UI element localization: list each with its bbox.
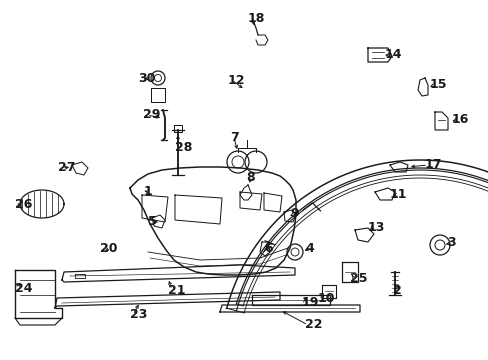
Text: 9: 9 — [289, 207, 298, 220]
Text: 2: 2 — [392, 284, 401, 297]
Text: 13: 13 — [367, 221, 385, 234]
Text: 27: 27 — [58, 162, 75, 175]
Text: 30: 30 — [138, 72, 155, 85]
Text: 22: 22 — [305, 319, 322, 332]
Text: 7: 7 — [229, 131, 238, 144]
Text: 5: 5 — [148, 216, 157, 229]
Text: 16: 16 — [451, 113, 468, 126]
Text: 18: 18 — [247, 12, 265, 24]
Text: 29: 29 — [142, 108, 160, 121]
Text: 24: 24 — [15, 282, 32, 294]
Text: 14: 14 — [384, 49, 402, 62]
Text: 28: 28 — [175, 141, 192, 154]
Text: 4: 4 — [305, 242, 313, 255]
Text: 26: 26 — [15, 198, 32, 211]
Text: 17: 17 — [424, 158, 442, 171]
Text: 15: 15 — [429, 78, 447, 91]
Text: 10: 10 — [317, 292, 335, 305]
Text: 21: 21 — [168, 284, 185, 297]
Text: 3: 3 — [446, 237, 455, 249]
Text: 19: 19 — [302, 296, 319, 309]
Text: 1: 1 — [143, 185, 152, 198]
Text: 6: 6 — [264, 242, 272, 255]
Text: 12: 12 — [227, 73, 245, 86]
Text: 23: 23 — [130, 309, 147, 321]
Text: 25: 25 — [349, 271, 367, 284]
Text: 11: 11 — [389, 189, 407, 202]
Text: 20: 20 — [100, 242, 117, 255]
Text: 8: 8 — [245, 171, 254, 184]
